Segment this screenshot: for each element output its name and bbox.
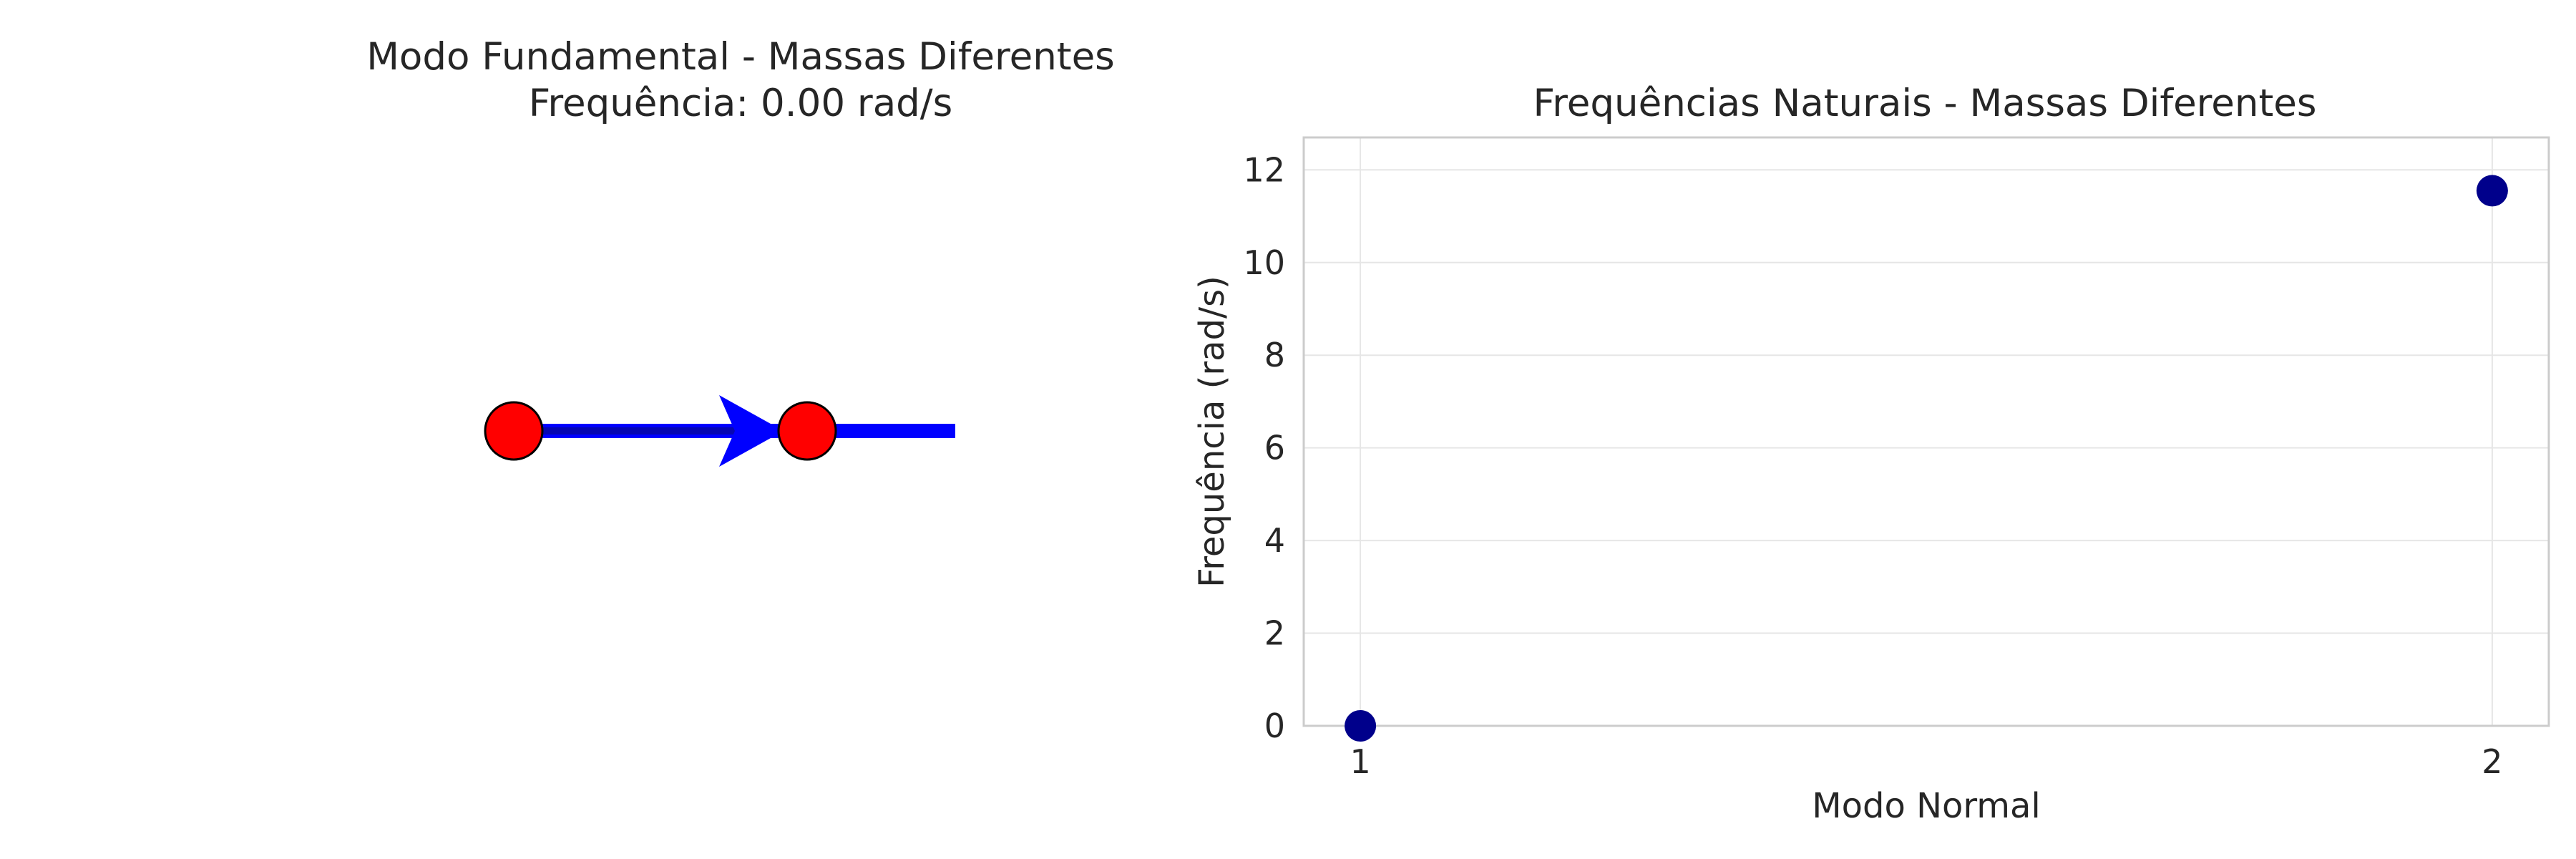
- y-tick-label: 0: [1264, 707, 1285, 745]
- displacement-arrow-head: [719, 395, 784, 467]
- x-tick-label: 2: [2482, 742, 2502, 781]
- data-point: [2476, 175, 2508, 207]
- mass-2: [777, 401, 837, 461]
- y-tick-label: 4: [1264, 521, 1285, 560]
- mass-1: [484, 401, 544, 461]
- y-tick-label: 10: [1243, 243, 1285, 282]
- y-axis-label: Frequência (rad/s): [1192, 276, 1232, 588]
- y-tick-label: 12: [1243, 150, 1285, 189]
- y-tick-label: 6: [1264, 429, 1285, 467]
- mode-title-line1: Modo Fundamental - Massas Diferentes: [366, 35, 1115, 79]
- data-point: [1345, 710, 1377, 742]
- plot-frame: [1302, 136, 2550, 727]
- mode-title-line2: Frequência: 0.00 rad/s: [529, 82, 953, 125]
- y-tick-labels: 0 2 4 6 8 10 12: [1243, 150, 1285, 745]
- frequency-chart: Frequências Naturais - Massas Diferentes…: [1192, 82, 2550, 826]
- grid: [1304, 137, 2549, 727]
- x-tick-label: 1: [1350, 742, 1370, 781]
- y-tick-label: 8: [1264, 336, 1285, 374]
- x-axis-label: Modo Normal: [1812, 786, 2041, 826]
- data-points: [1345, 175, 2508, 742]
- mode-shape-panel: Modo Fundamental - Massas Diferentes Fre…: [366, 35, 1115, 467]
- chart-title: Frequências Naturais - Massas Diferentes: [1533, 82, 2316, 125]
- y-tick-label: 2: [1264, 614, 1285, 653]
